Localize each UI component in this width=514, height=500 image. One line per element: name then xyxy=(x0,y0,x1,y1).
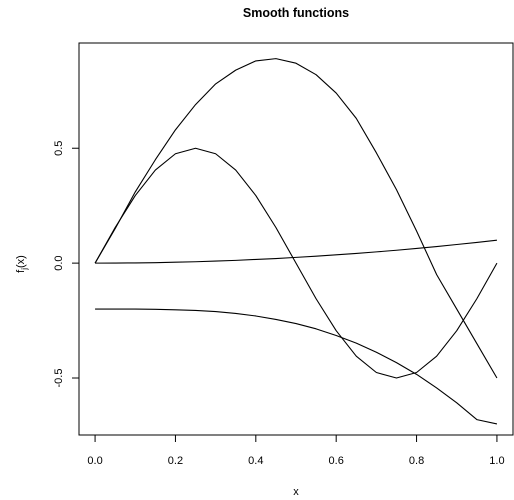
y-axis: -0.5 0.0 0.5 xyxy=(53,141,80,388)
y-tick-label: 0.0 xyxy=(53,255,65,270)
x-tick-label: 0.6 xyxy=(329,455,344,467)
x-axis: 0.0 0.2 0.4 0.6 0.8 1.0 xyxy=(87,434,505,467)
x-tick-label: 0.2 xyxy=(168,455,183,467)
y-axis-label-main: f xyxy=(15,269,27,273)
series-line-3 xyxy=(95,239,497,264)
x-axis-label: x xyxy=(293,486,299,498)
x-tick-label: 0.8 xyxy=(409,455,424,467)
x-tick-label: 0.4 xyxy=(248,455,263,467)
y-axis-label-tail: (x) xyxy=(15,255,27,268)
y-tick-label: 0.5 xyxy=(53,141,65,156)
chart-title: Smooth functions xyxy=(243,6,349,20)
series-line-2 xyxy=(94,147,498,379)
x-tick-label: 0.0 xyxy=(87,455,102,467)
y-tick-label: -0.5 xyxy=(53,369,65,388)
x-tick-label: 1.0 xyxy=(489,455,504,467)
series-line-1 xyxy=(94,58,498,379)
series-layer xyxy=(94,58,498,425)
y-axis-label-subscript: j xyxy=(20,268,29,271)
series-line-4 xyxy=(95,308,498,425)
y-axis-label: fj(x) xyxy=(15,255,29,273)
plot-area-frame xyxy=(78,42,514,436)
